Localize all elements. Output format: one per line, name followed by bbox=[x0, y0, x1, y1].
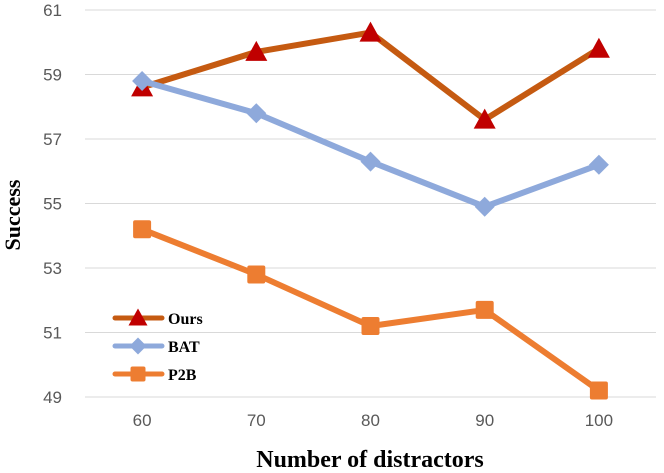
series-line-ours bbox=[139, 29, 602, 123]
data-point-ours bbox=[473, 108, 496, 129]
data-point-bat bbox=[474, 196, 495, 217]
data-point-p2b bbox=[247, 265, 266, 284]
legend-label-bat: BAT bbox=[168, 339, 200, 356]
legend-label-p2b: P2B bbox=[168, 367, 197, 384]
data-point-ours bbox=[359, 21, 382, 42]
legend-marker-ours bbox=[128, 308, 148, 326]
data-point-bat bbox=[132, 70, 153, 91]
y-tick-label: 55 bbox=[43, 195, 62, 214]
y-tick-labels: 49 51 53 55 57 59 61 bbox=[43, 1, 62, 407]
data-point-ours bbox=[587, 37, 610, 58]
legend-marker-p2b bbox=[130, 366, 146, 382]
x-tick-labels: 60 70 80 90 100 bbox=[133, 411, 613, 430]
legend-label-ours: Ours bbox=[168, 311, 203, 328]
y-tick-label: 49 bbox=[43, 388, 62, 407]
x-tick-label: 100 bbox=[585, 411, 613, 430]
data-point-p2b bbox=[589, 381, 608, 400]
y-tick-label: 53 bbox=[43, 259, 62, 278]
series-line-bat bbox=[139, 77, 602, 210]
x-tick-label: 80 bbox=[361, 411, 380, 430]
y-tick-label: 59 bbox=[43, 66, 62, 85]
x-tick-label: 70 bbox=[247, 411, 266, 430]
data-point-bat bbox=[360, 151, 381, 172]
x-axis-title: Number of distractors bbox=[256, 447, 484, 473]
data-point-p2b bbox=[133, 220, 152, 239]
series-line-p2b bbox=[139, 226, 602, 394]
y-tick-label: 61 bbox=[43, 1, 62, 20]
y-tick-label: 57 bbox=[43, 130, 62, 149]
y-axis-title: Success bbox=[0, 179, 25, 250]
y-tick-label: 51 bbox=[43, 324, 62, 343]
x-tick-label: 60 bbox=[133, 411, 152, 430]
x-tick-label: 90 bbox=[475, 411, 494, 430]
series-group bbox=[131, 21, 610, 400]
data-point-p2b bbox=[361, 317, 380, 336]
legend: Ours BAT P2B bbox=[112, 308, 203, 384]
legend-marker-bat bbox=[129, 337, 147, 355]
data-point-p2b bbox=[475, 300, 494, 319]
data-point-bat bbox=[588, 154, 609, 175]
data-point-ours bbox=[245, 40, 268, 61]
data-point-bat bbox=[246, 103, 267, 124]
